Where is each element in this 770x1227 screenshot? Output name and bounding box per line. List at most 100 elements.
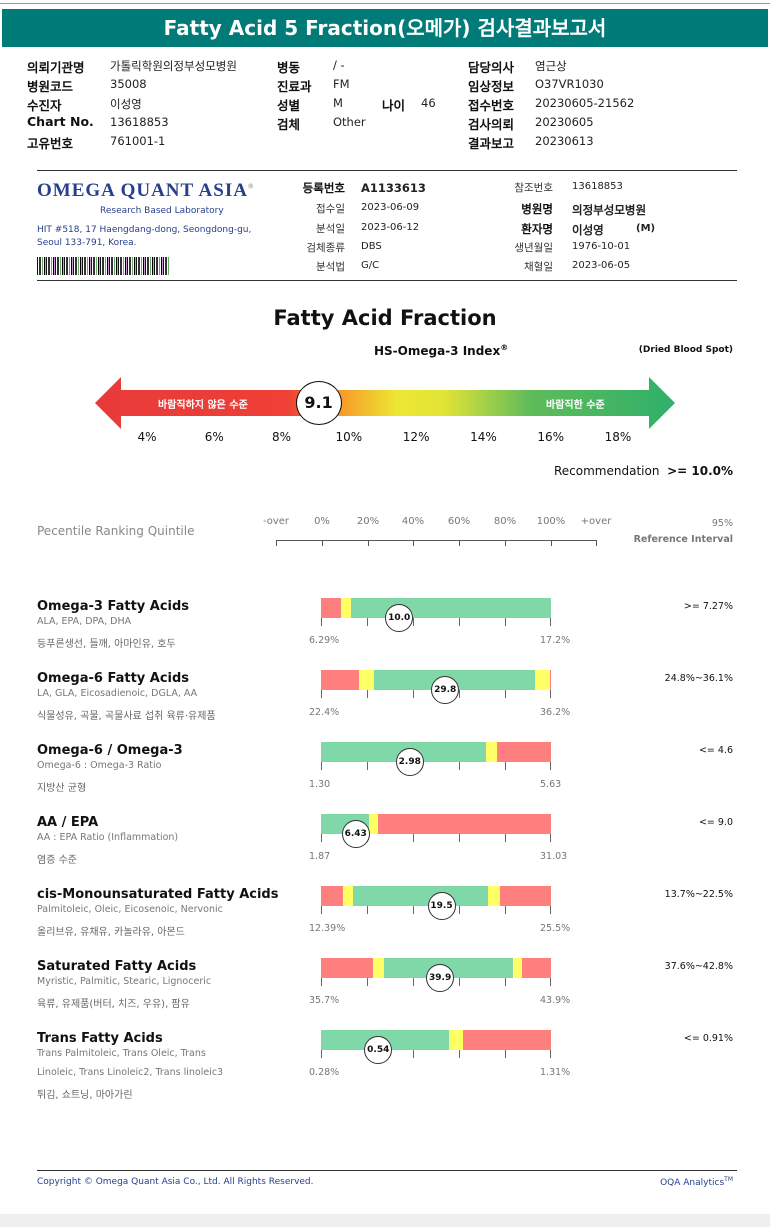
info-value: FM: [333, 77, 350, 91]
percentile-tick: [413, 540, 414, 546]
divider: [37, 170, 737, 171]
bar-segment-red: [522, 958, 551, 978]
percentile-bar: 10.0: [321, 598, 551, 632]
range-max: 17.2%: [540, 635, 571, 646]
info-label: 수진자: [27, 98, 62, 113]
bar-tick: [367, 906, 368, 914]
lab-address-2: Seoul 133-791, Korea.: [37, 238, 137, 248]
row-food-sources: 지방산 균형: [37, 783, 87, 794]
index-tick-label: 6%: [204, 430, 224, 444]
meta-value: 이성영: [572, 223, 604, 237]
bar-tick: [459, 1050, 460, 1058]
percentile-tick: [459, 540, 460, 546]
bar-tick: [550, 618, 551, 626]
bar-segment-yellow: [343, 886, 353, 906]
info-value: 20230605-21562: [535, 96, 635, 110]
range-min: 6.29%: [309, 635, 340, 646]
meta-label: 분석일: [316, 223, 345, 235]
footer-divider: [37, 1170, 737, 1171]
bar-tick: [459, 834, 460, 842]
bar-segment-red: [321, 886, 344, 906]
percentile-tick: [505, 540, 506, 546]
meta-value: G/C: [361, 260, 380, 271]
bar-tick: [550, 834, 551, 842]
lab-address-1: HIT #518, 17 Haengdang-dong, Seongdong-g…: [37, 225, 252, 235]
row-title: Omega-3 Fatty Acids: [37, 599, 190, 614]
bar-segment-red: [321, 958, 374, 978]
value-marker: 39.9: [426, 964, 455, 992]
meta-label: 병원명: [521, 202, 553, 216]
bar-tick: [550, 1050, 551, 1058]
row-components: Myristic, Palmitic, Stearic, Lignoceric: [37, 976, 212, 987]
index-tick-label: 18%: [604, 430, 632, 444]
index-tick-label: 16%: [537, 430, 565, 444]
reference-interval: 13.7%~22.5%: [664, 889, 733, 900]
meta-value: 2023-06-05: [572, 260, 631, 271]
percentile-bar: 39.9: [321, 958, 551, 992]
range-max: 25.5%: [540, 923, 571, 934]
percentile-tick-label: 40%: [401, 516, 425, 527]
percentile-tick: [322, 540, 323, 546]
percentile-tick-label: 0%: [314, 516, 330, 527]
value-marker: 6.43: [341, 820, 370, 848]
row-food-sources: 튀김, 쇼트닝, 마아가린: [37, 1090, 133, 1101]
value-marker: 0.54: [364, 1036, 393, 1064]
bar-segment-yellow: [487, 886, 500, 906]
meta-label: 채혈일: [524, 261, 553, 273]
bar-segment-green: [351, 598, 551, 618]
meta-value: 13618853: [572, 181, 623, 192]
bar-tick: [321, 834, 322, 842]
percentile-tick: [551, 540, 552, 546]
value-marker: 2.98: [395, 748, 424, 776]
info-value: 염근상: [535, 59, 567, 73]
bar-tick: [550, 762, 551, 770]
range-max: 5.63: [540, 779, 562, 790]
info-label: 검사의뢰: [468, 117, 515, 132]
percentile-tick-label: 80%: [493, 516, 517, 527]
bar-segment-red: [378, 814, 551, 834]
row-food-sources: 육류, 유제품(버터, 치즈, 우유), 팜유: [37, 999, 190, 1010]
index-tick-label: 14%: [470, 430, 497, 444]
percentile-bar: 19.5: [321, 886, 551, 920]
range-min: 35.7%: [309, 995, 340, 1006]
info-value: 20230605: [535, 115, 594, 129]
range-min: 0.28%: [309, 1067, 340, 1078]
bar-tick: [413, 690, 414, 698]
bar-tick: [505, 618, 506, 626]
index-tick-label: 10%: [335, 430, 363, 444]
meta-label: 생년월일: [514, 242, 553, 254]
meta-label: 참조번호: [514, 182, 553, 194]
bar-tick: [459, 978, 460, 986]
range-min: 22.4%: [309, 707, 340, 718]
meta-value: 1976-10-01: [572, 241, 631, 252]
lab-logo: OMEGA QUANT ASIA®: [37, 180, 255, 201]
bar-tick: [367, 690, 368, 698]
bar-tick: [367, 978, 368, 986]
bar-segment-red: [497, 742, 551, 762]
percentile-tick: [276, 540, 277, 546]
bar-tick: [459, 906, 460, 914]
bar-segment-yellow: [358, 670, 374, 690]
meta-value: 2023-06-12: [361, 222, 420, 233]
bar-tick: [321, 762, 322, 770]
range-max: 1.31%: [540, 1067, 571, 1078]
bar-tick: [505, 906, 506, 914]
info-value: 이성영: [110, 97, 142, 111]
row-food-sources: 식물성유, 곡물, 곡물사료 섭취 육류·유제품: [37, 711, 216, 722]
row-title: cis-Monounsaturated Fatty Acids: [37, 887, 279, 902]
reference-interval: <= 9.0: [698, 817, 733, 828]
index-tick-label: 4%: [137, 430, 157, 444]
reference-interval: <= 0.91%: [683, 1033, 733, 1044]
info-value: Other: [333, 115, 366, 129]
bar-segment-red: [463, 1030, 551, 1050]
bar-segment-yellow: [449, 1030, 464, 1050]
ref-label: Reference Interval: [633, 534, 733, 545]
bar-tick: [459, 690, 460, 698]
bar-tick: [459, 618, 460, 626]
meta-label: 환자명: [521, 222, 553, 236]
info-label: 담당의사: [468, 60, 515, 75]
range-max: 31.03: [540, 851, 568, 862]
row-components: Trans Palmitoleic, Trans Oleic, Trans: [37, 1048, 206, 1059]
bar-tick: [550, 978, 551, 986]
percentile-bar: 6.43: [321, 814, 551, 848]
